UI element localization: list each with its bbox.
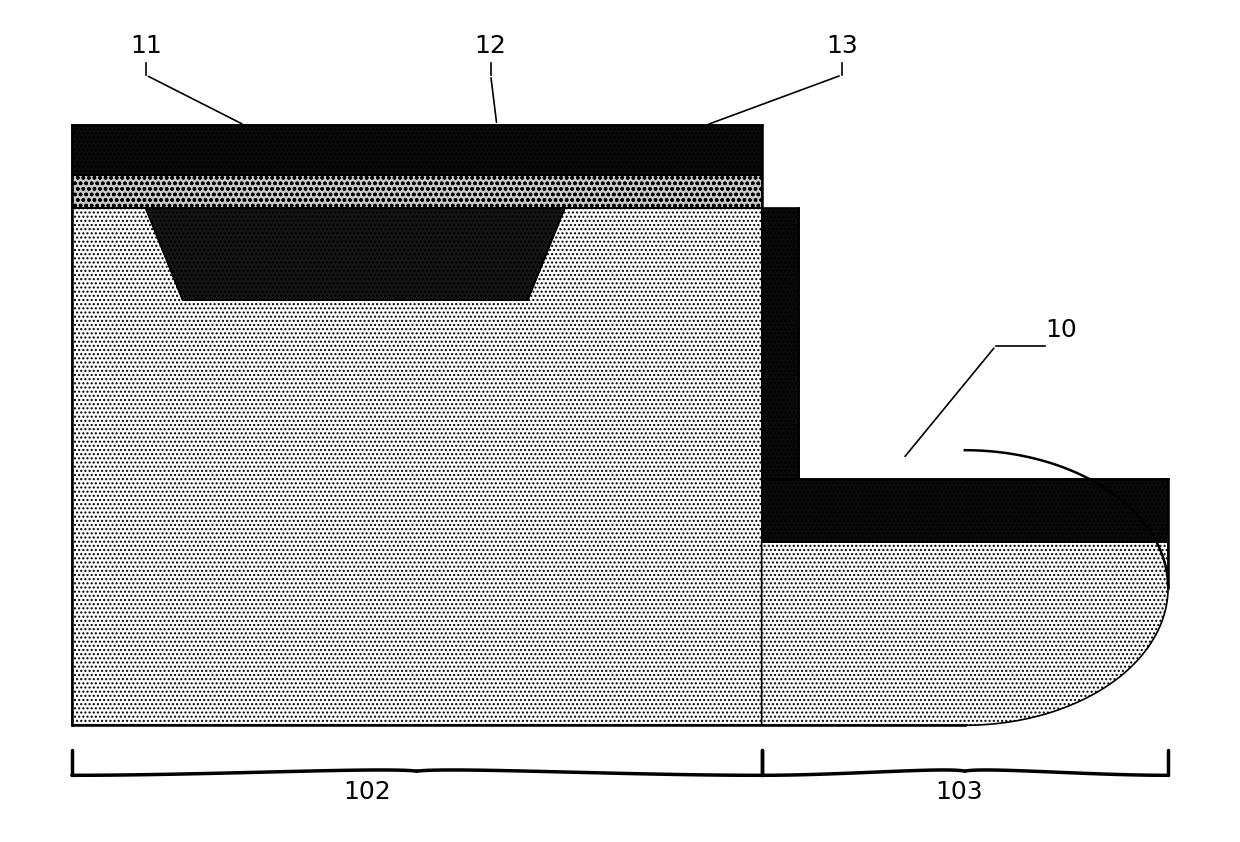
Text: 102: 102 [343,780,392,804]
Polygon shape [761,209,799,479]
Text: 11: 11 [130,35,161,58]
Polygon shape [761,479,1168,542]
Polygon shape [72,175,761,209]
Polygon shape [72,125,761,175]
Polygon shape [146,209,564,300]
Polygon shape [72,209,761,725]
Text: 10: 10 [1045,317,1076,342]
Text: 103: 103 [935,780,982,804]
Polygon shape [72,209,761,725]
Polygon shape [761,542,1168,725]
Text: 13: 13 [826,35,858,58]
Text: 12: 12 [475,35,507,58]
